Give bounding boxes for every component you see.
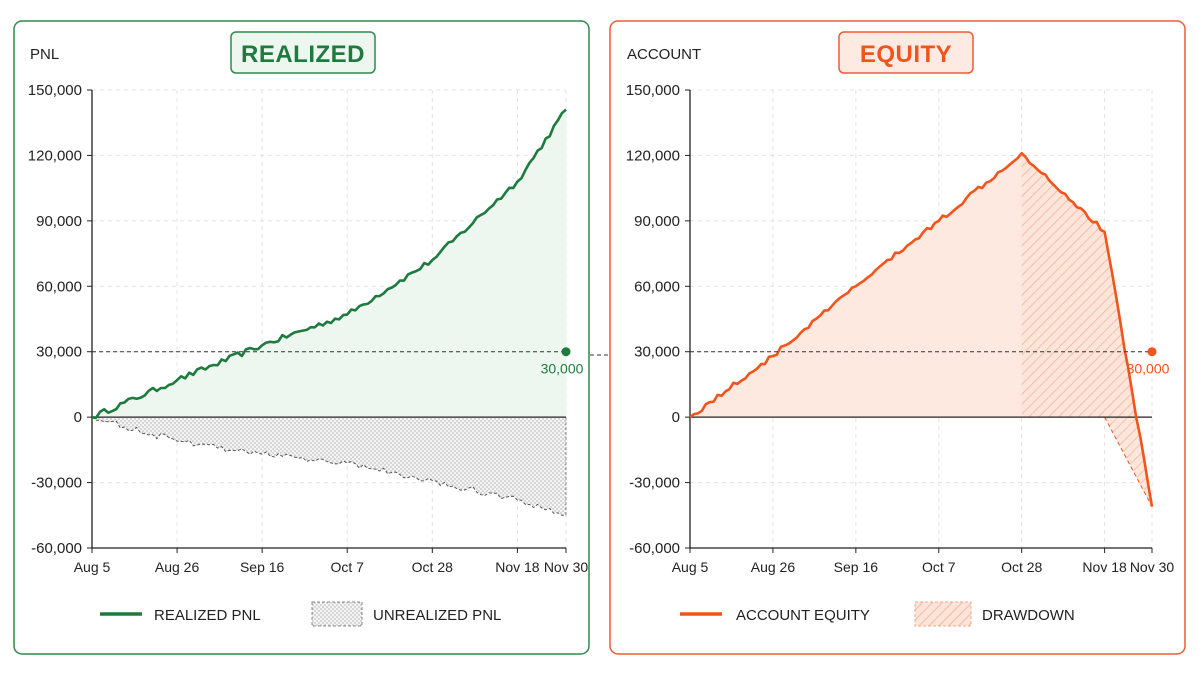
legend-label-unrealized-pnl: UNREALIZED PNL bbox=[373, 607, 501, 624]
y-tick-label: 30,000 bbox=[36, 344, 82, 361]
x-tick-label: Oct 28 bbox=[1001, 559, 1042, 575]
legend: ACCOUNT EQUITY DRAWDOWN bbox=[680, 601, 1075, 627]
y-tick-label: 120,000 bbox=[28, 147, 82, 164]
chart-area: 30,000 150,000 120,000 90,000 60,000 30,000 0 -… bbox=[626, 82, 1175, 575]
x-tick-label: Aug 26 bbox=[751, 559, 796, 575]
y-tick-label: -60,000 bbox=[31, 540, 82, 557]
corner-label: ACCOUNT bbox=[627, 46, 701, 63]
y-tick-label: 60,000 bbox=[36, 278, 82, 295]
account-equity-line bbox=[689, 151, 1154, 507]
chart-title: REALIZED bbox=[241, 41, 365, 68]
realized-pnl-line bbox=[91, 108, 567, 419]
x-tick-label: Aug 5 bbox=[672, 559, 709, 575]
y-tick-label: 0 bbox=[74, 409, 82, 426]
corner-label: PNL bbox=[30, 46, 59, 63]
x-tick-label: Oct 7 bbox=[922, 559, 956, 575]
y-tick-label: 60,000 bbox=[634, 278, 680, 295]
title-badge bbox=[838, 31, 974, 74]
y-tick-label: 150,000 bbox=[626, 82, 680, 99]
x-tick-label: Nov 18 bbox=[1082, 559, 1127, 575]
x-tick-label: Nov 30 bbox=[544, 559, 589, 575]
reference-label: 30,000 bbox=[1127, 361, 1170, 377]
y-tick-label: -60,000 bbox=[629, 540, 680, 557]
realized-pnl-area bbox=[92, 109, 566, 418]
legend-label-account-equity: ACCOUNT EQUITY bbox=[736, 607, 870, 624]
x-tick-label: Sep 16 bbox=[240, 559, 285, 575]
x-tick-label: Oct 28 bbox=[412, 559, 453, 575]
chart-area: 30,000 150,000 120,000 90,000 60,000 30,000 0 -… bbox=[28, 82, 589, 575]
x-tick-label: Nov 30 bbox=[1130, 559, 1175, 575]
reference-label: 30,000 bbox=[541, 361, 584, 377]
hatched-area-swatch-icon bbox=[914, 601, 972, 627]
x-tick-label: Aug 26 bbox=[155, 559, 200, 575]
unrealized-pnl-area bbox=[92, 417, 566, 516]
dotted-area-swatch-icon bbox=[311, 601, 363, 627]
reference-marker bbox=[1147, 347, 1157, 357]
legend-label-realized-pnl: REALIZED PNL bbox=[154, 607, 261, 624]
panel-equity: ACCOUNT EQUITY 30,000 150,000 120,000 90,00… bbox=[609, 20, 1186, 655]
chart-title: EQUITY bbox=[860, 41, 952, 68]
x-tick-label: Aug 5 bbox=[74, 559, 111, 575]
y-tick-label: 120,000 bbox=[626, 147, 680, 164]
unrealized-pnl-line bbox=[91, 416, 566, 516]
reference-marker bbox=[561, 347, 571, 357]
x-tick-label: Oct 7 bbox=[330, 559, 364, 575]
x-tick-label: Nov 18 bbox=[495, 559, 540, 575]
y-tick-label: 30,000 bbox=[634, 344, 680, 361]
panel-realized: PNL REALIZED 30,000 150,000 120,000 90,000 6… bbox=[13, 20, 590, 655]
x-tick-label: Sep 16 bbox=[834, 559, 879, 575]
title-badge bbox=[230, 31, 376, 74]
drawdown-area bbox=[1021, 153, 1152, 507]
y-tick-label: -30,000 bbox=[629, 475, 680, 492]
y-tick-label: 90,000 bbox=[36, 213, 82, 230]
y-tick-label: 150,000 bbox=[28, 82, 82, 99]
y-tick-label: 0 bbox=[672, 409, 680, 426]
y-tick-label: 90,000 bbox=[634, 213, 680, 230]
drawdown-boundary bbox=[1104, 416, 1153, 507]
legend-label-drawdown: DRAWDOWN bbox=[982, 607, 1075, 624]
y-tick-label: -30,000 bbox=[31, 475, 82, 492]
legend: REALIZED PNL UNREALIZED PNL bbox=[100, 601, 501, 627]
